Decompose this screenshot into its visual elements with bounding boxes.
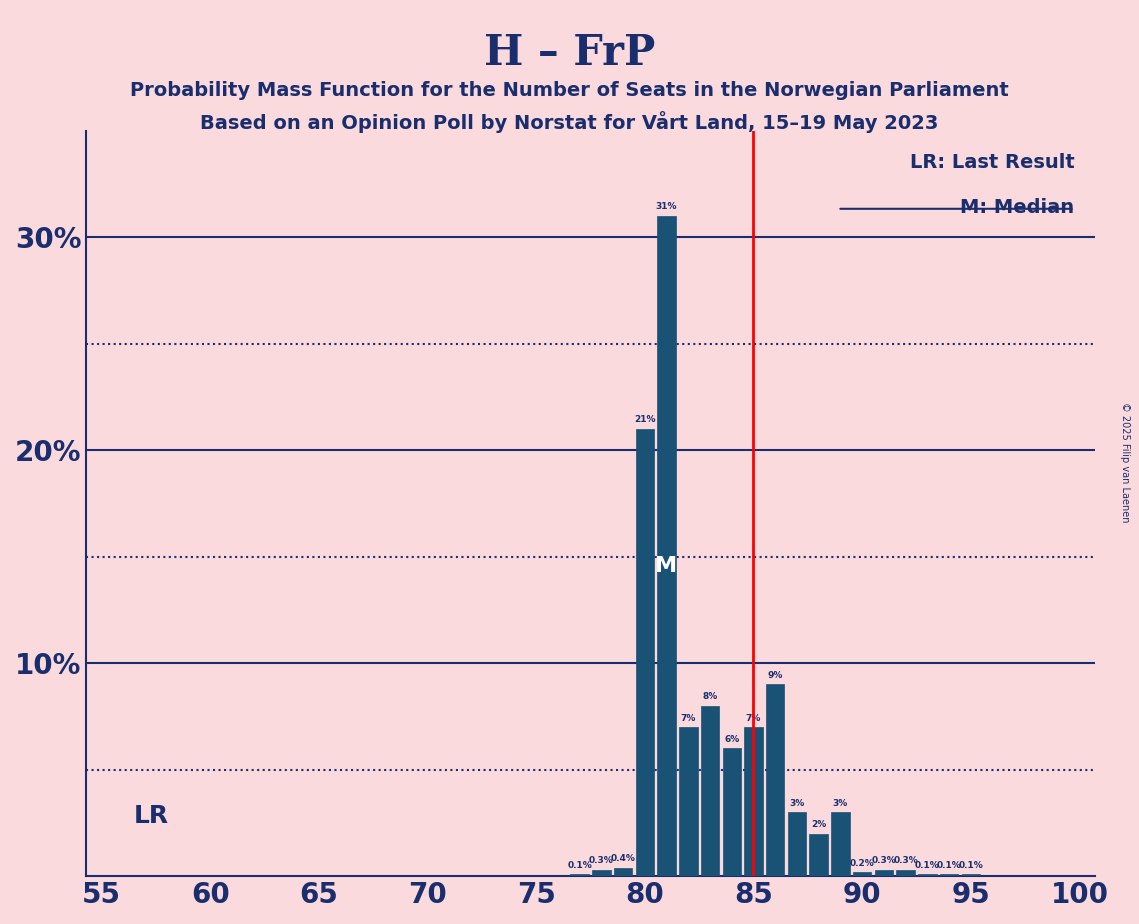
Text: H – FrP: H – FrP [484,32,655,74]
Text: 3%: 3% [789,799,804,808]
Bar [657,215,675,876]
Bar [853,872,871,876]
Bar [940,874,958,876]
Bar [896,869,915,876]
Text: 0.3%: 0.3% [589,857,614,866]
Text: 0.1%: 0.1% [567,861,592,869]
Bar [918,874,936,876]
Text: 6%: 6% [724,736,739,744]
Text: 21%: 21% [634,416,656,424]
Bar [700,706,719,876]
Text: 0.1%: 0.1% [915,861,940,869]
Bar [592,869,611,876]
Text: M: M [656,555,678,576]
Text: 0.1%: 0.1% [936,861,961,869]
Text: Based on an Opinion Poll by Norstat for Vårt Land, 15–19 May 2023: Based on an Opinion Poll by Norstat for … [200,111,939,133]
Text: 2%: 2% [811,821,826,829]
Text: 7%: 7% [681,713,696,723]
Text: © 2025 Filip van Laenen: © 2025 Filip van Laenen [1121,402,1130,522]
Text: 0.2%: 0.2% [850,858,875,868]
Text: Probability Mass Function for the Number of Seats in the Norwegian Parliament: Probability Mass Function for the Number… [130,81,1009,101]
Text: 9%: 9% [768,671,782,680]
Bar [831,812,850,876]
Bar [614,868,632,876]
Text: 0.4%: 0.4% [611,855,636,863]
Bar [744,727,763,876]
Bar [961,874,980,876]
Text: 0.3%: 0.3% [893,857,918,866]
Text: LR: LR [134,805,170,829]
Bar [571,874,589,876]
Text: M: Median: M: Median [960,198,1074,216]
Text: 8%: 8% [703,692,718,701]
Text: LR: Last Result: LR: Last Result [910,152,1074,172]
Bar [767,685,785,876]
Bar [636,429,654,876]
Bar [679,727,697,876]
Bar [810,833,828,876]
Text: 7%: 7% [746,713,761,723]
Text: 0.1%: 0.1% [958,861,983,869]
Bar [875,869,893,876]
Text: 31%: 31% [656,202,678,212]
Text: 0.3%: 0.3% [871,857,896,866]
Bar [722,748,741,876]
Text: 3%: 3% [833,799,849,808]
Bar [788,812,806,876]
